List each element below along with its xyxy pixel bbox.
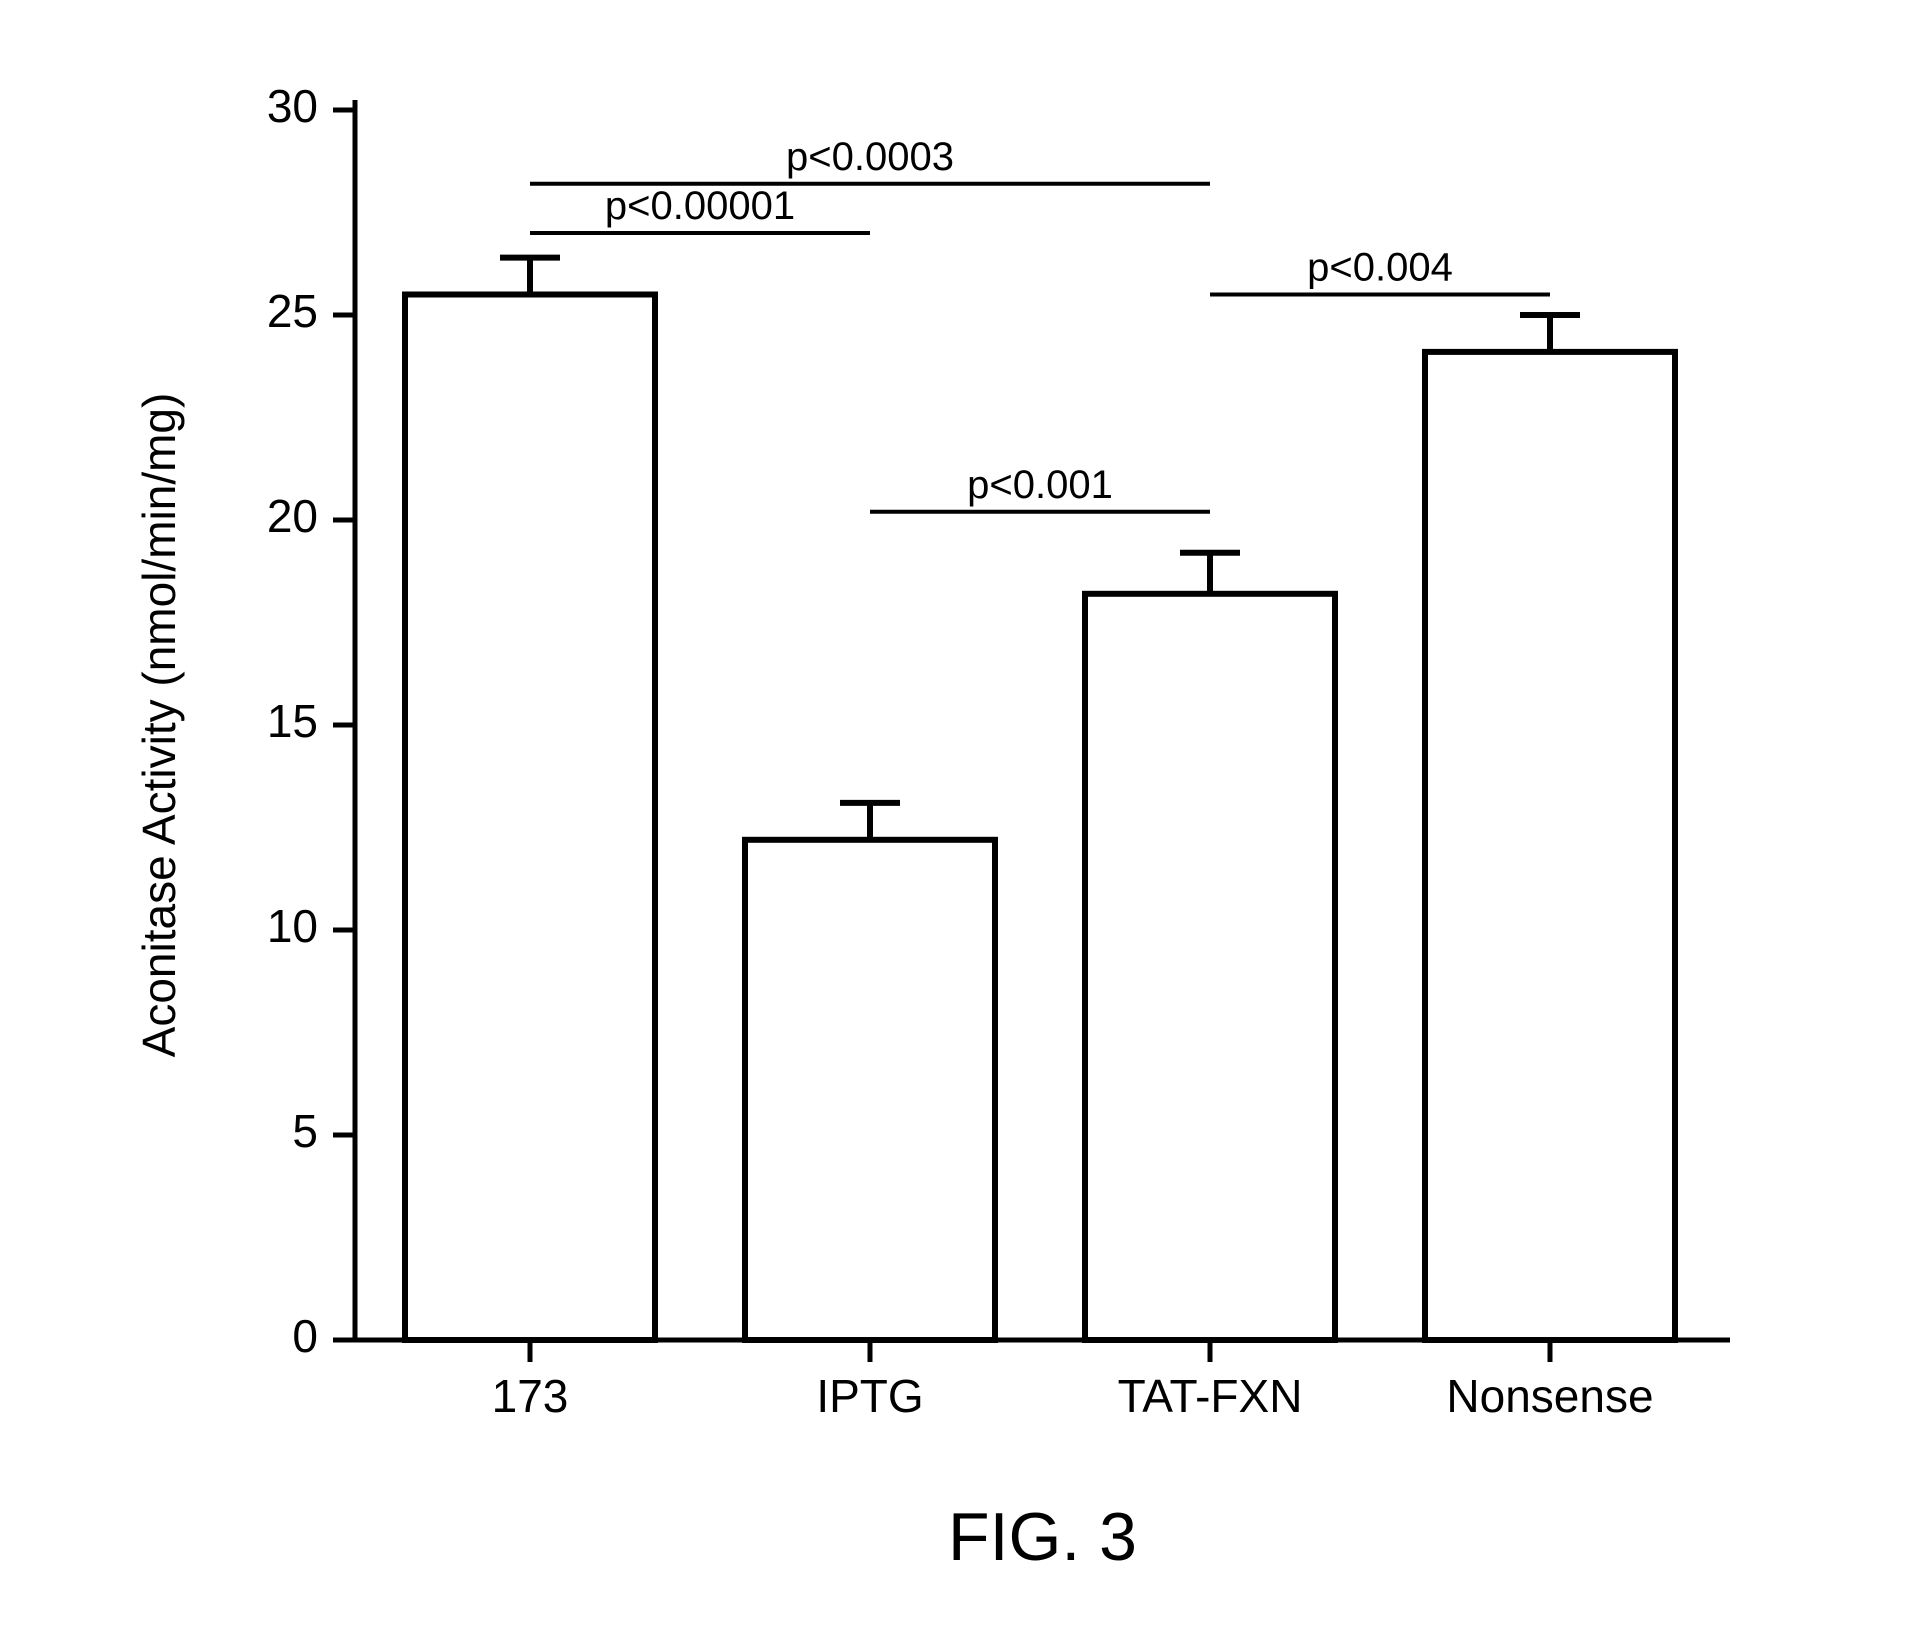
y-tick-label: 15 [267, 695, 318, 747]
significance-label: p<0.001 [967, 463, 1113, 507]
y-tick-label: 5 [292, 1105, 318, 1157]
figure-label: FIG. 3 [948, 1499, 1137, 1575]
significance-label: p<0.00001 [605, 184, 795, 228]
significance-label: p<0.0003 [786, 135, 954, 179]
bar [745, 840, 995, 1340]
y-tick-label: 0 [292, 1310, 318, 1362]
significance-label: p<0.004 [1307, 246, 1453, 290]
x-tick-label: 173 [492, 1370, 569, 1422]
y-tick-label: 20 [267, 490, 318, 542]
chart-svg: 0 5 10 15 20 25 30 Aconitase Activity (nmol/min… [0, 0, 1929, 1646]
x-tick-label: Nonsense [1446, 1370, 1653, 1422]
bar [405, 295, 655, 1341]
y-tick-label: 10 [267, 900, 318, 952]
y-tick-label: 30 [267, 80, 318, 132]
bar [1425, 352, 1675, 1340]
x-tick-label: IPTG [816, 1370, 923, 1422]
y-axis-label: Aconitase Activity (nmol/min/mg) [133, 393, 185, 1058]
y-tick-label: 25 [267, 285, 318, 337]
bar [1085, 594, 1335, 1340]
x-tick-label: TAT-FXN [1118, 1370, 1303, 1422]
figure-wrapper: 0 5 10 15 20 25 30 Aconitase Activity (nmol/min… [0, 0, 1929, 1646]
